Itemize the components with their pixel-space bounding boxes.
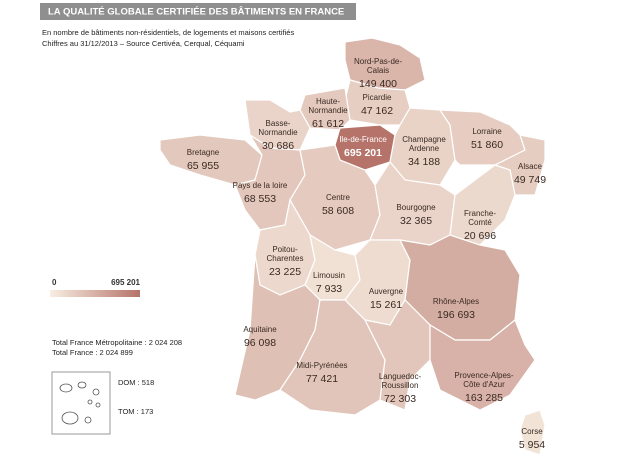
region-name: Corse [521,427,543,436]
region-name: Auvergne [369,287,404,296]
region-name: Côte d'Azur [463,380,505,389]
regions [159,37,546,456]
region-value: 15 261 [370,299,402,311]
region-value: 196 693 [437,309,475,321]
total-metropole: Total France Métropolitaine : 2 024 208 [52,338,182,347]
region-name: Haute- [316,97,340,106]
title: LA QUALITÉ GLOBALE CERTIFIÉE DES BÂTIMEN… [48,6,344,18]
region[interactable] [429,319,536,411]
region-name: Bourgogne [396,203,436,212]
region-value: 7 933 [316,283,342,295]
region-name: Champagne [402,135,446,144]
region-value: 30 686 [262,140,294,152]
total-france: Total France : 2 024 899 [52,348,133,357]
region-value: 51 860 [471,139,503,151]
region-name: Lorraine [472,127,502,136]
region-name: Alsace [518,162,543,171]
tom-count: TOM : 173 [118,407,153,416]
legend-bar [50,290,140,297]
region-name: Limousin [313,271,345,280]
dom-count: DOM : 518 [118,378,154,387]
region-name: Midi-Pyrénées [296,361,347,370]
source: Chiffres au 31/12/2013 – Source Certivéa… [42,39,245,48]
region-value: 32 365 [400,215,432,227]
region-name: Normandie [308,106,348,115]
region[interactable] [389,107,456,186]
island-icons [59,381,101,425]
region-value: 58 608 [322,205,354,217]
region-name: Basse- [266,119,291,128]
region-name: Rhône-Alpes [433,297,479,306]
region[interactable] [344,37,426,91]
region-value: 65 955 [187,160,219,172]
region-labels: Nord-Pas-de-Calais 149 400 Picardie 47 162 H… [187,57,546,451]
region-value: 20 696 [464,230,496,242]
title-bar [40,3,356,20]
region-name: Bretagne [187,148,220,157]
legend-max: 695 201 [111,278,140,287]
region-name: Languedoc- [379,372,422,381]
region-name: Nord-Pas-de- [354,57,402,66]
region-name: Ile-de-France [339,135,387,144]
region-value: 77 421 [306,373,338,385]
region-name: Provence-Alpes- [454,371,513,380]
region-value: 695 201 [344,147,382,159]
legend-min: 0 [52,278,57,287]
region-name: Normandie [258,128,298,137]
region-value: 149 400 [359,78,397,90]
region-value: 96 098 [244,337,276,349]
region-value: 49 749 [514,174,546,186]
region[interactable] [519,409,546,456]
region-name: Comté [468,218,492,227]
region-value: 68 553 [244,193,276,205]
region-value: 34 188 [408,156,440,168]
region-name: Centre [326,193,351,202]
region-name: Calais [367,66,389,75]
region-name: Aquitaine [243,325,277,334]
region-value: 163 285 [465,392,503,404]
region-value: 23 225 [269,266,301,278]
region-value: 47 162 [361,105,393,117]
region-name: Roussillon [382,381,419,390]
region-value: 61 612 [312,118,344,130]
region-name: Ardenne [409,144,440,153]
region-name: Poitou- [272,245,298,254]
dom-tom-box [51,371,111,435]
region-name: Franche- [464,209,496,218]
region-value: 5 954 [519,439,545,451]
region-name: Picardie [363,93,392,102]
subtitle: En nombre de bâtiments non-résidentiels,… [42,28,294,37]
region[interactable] [363,299,431,411]
region-value: 72 303 [384,393,416,405]
region-name: Charentes [267,254,304,263]
region-name: Pays de la loire [233,181,288,190]
